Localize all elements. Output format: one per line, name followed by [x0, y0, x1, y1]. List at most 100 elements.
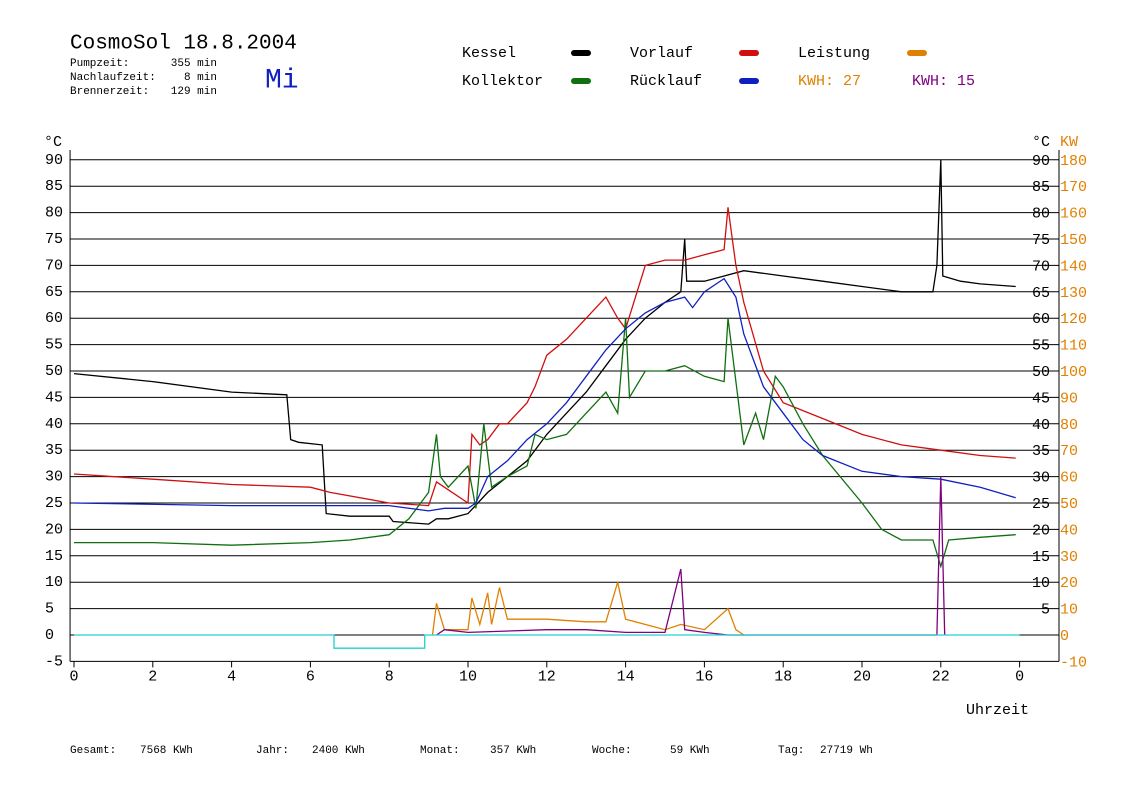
- x-tick-label: 8: [385, 668, 394, 685]
- legend-label: Vorlauf: [630, 45, 693, 62]
- y-right-tick-label: 25: [1032, 496, 1050, 513]
- y2-tick-label: 180: [1060, 153, 1087, 170]
- title: CosmoSol 18.8.2004: [70, 33, 297, 56]
- y2-tick-label: 170: [1060, 179, 1087, 196]
- y-right-tick-label: 60: [1032, 311, 1050, 328]
- y-axis-label: °C: [44, 134, 62, 151]
- y2-tick-label: 10: [1060, 602, 1078, 619]
- x-tick-label: 0: [69, 668, 78, 685]
- y2-tick-label: 60: [1060, 470, 1078, 487]
- series-line: [74, 318, 1016, 569]
- stat-value: 8 min: [184, 72, 217, 84]
- series-line: [73, 277, 1016, 512]
- legend-label: Kessel: [462, 45, 516, 62]
- y-tick-label: 30: [45, 469, 63, 486]
- series-line: [431, 582, 745, 636]
- legend-label: Leistung: [798, 45, 870, 62]
- footer-label: Gesamt:: [70, 745, 116, 757]
- x-tick-label: 4: [227, 668, 236, 685]
- footer-value: 7568 KWh: [140, 745, 193, 757]
- x-tick-label: 6: [306, 668, 315, 685]
- footer-label: Monat:: [420, 745, 460, 757]
- y-tick-label: 5: [45, 601, 54, 618]
- x-axis-label: Uhrzeit: [966, 702, 1029, 719]
- y2-tick-label: 140: [1060, 258, 1087, 275]
- y-tick-label: 35: [45, 442, 63, 459]
- y-tick-label: 80: [45, 205, 63, 222]
- x-tick-label: 16: [695, 668, 713, 685]
- series-line: [73, 159, 1016, 525]
- kwh-label: KWH: 15: [912, 73, 975, 90]
- y2-axis-label: KW: [1060, 134, 1078, 151]
- legend-label: Kollektor: [462, 73, 543, 90]
- y-right-tick-label: 90: [1032, 153, 1050, 170]
- footer-label: Jahr:: [256, 745, 289, 757]
- y2-tick-label: 130: [1060, 285, 1087, 302]
- footer-value: 357 KWh: [490, 745, 536, 757]
- y-right-tick-label: 40: [1032, 417, 1050, 434]
- y2-tick-label: 100: [1060, 364, 1087, 381]
- y-right-tick-label: 5: [1041, 602, 1050, 619]
- y-right-tick-label: 70: [1032, 258, 1050, 275]
- x-tick-label: 14: [617, 668, 635, 685]
- y2-tick-label: 70: [1060, 443, 1078, 460]
- y-tick-label: 50: [45, 363, 63, 380]
- y-right-tick-label: 15: [1032, 549, 1050, 566]
- y2-tick-label: 30: [1060, 549, 1078, 566]
- y-right-tick-label: 55: [1032, 338, 1050, 355]
- footer-value: 59 KWh: [670, 745, 710, 757]
- stat-label: Nachlaufzeit:: [70, 72, 156, 84]
- y2-tick-label: 0: [1060, 628, 1069, 645]
- y2-tick-label: 20: [1060, 575, 1078, 592]
- kwh-label: KWH: 27: [798, 73, 861, 90]
- x-tick-label: 12: [538, 668, 556, 685]
- y-right-tick-label: 75: [1032, 232, 1050, 249]
- y-tick-label: 45: [45, 389, 63, 406]
- y-tick-label: 55: [45, 337, 63, 354]
- y-tick-label: 90: [45, 152, 63, 169]
- x-tick-label: 18: [774, 668, 792, 685]
- y-tick-label: 65: [45, 284, 63, 301]
- y-axis-label-right: °C: [1032, 134, 1050, 151]
- y-tick-label: 75: [45, 231, 63, 248]
- y2-tick-label: 110: [1060, 338, 1087, 355]
- y2-tick-label: 120: [1060, 311, 1087, 328]
- y2-tick-label: 160: [1060, 206, 1087, 223]
- stat-value: 129 min: [171, 86, 217, 98]
- x-tick-label: 20: [853, 668, 871, 685]
- y2-tick-label: 40: [1060, 522, 1078, 539]
- footer-value: 2400 KWh: [312, 745, 365, 757]
- y-right-tick-label: 80: [1032, 206, 1050, 223]
- y2-tick-label: 50: [1060, 496, 1078, 513]
- y2-tick-label: -10: [1060, 654, 1087, 671]
- stat-label: Pumpzeit:: [70, 58, 129, 70]
- series-line: [74, 634, 1020, 649]
- y-right-tick-label: 45: [1032, 390, 1050, 407]
- legend-label: Rücklauf: [630, 73, 702, 90]
- y-tick-label: 0: [45, 627, 54, 644]
- series-line: [73, 207, 1016, 507]
- y-tick-label: 85: [45, 178, 63, 195]
- y-right-tick-label: 50: [1032, 364, 1050, 381]
- footer-value: 27719 Wh: [820, 745, 873, 757]
- y-right-tick-label: 35: [1032, 443, 1050, 460]
- day: Mi: [265, 65, 299, 96]
- footer-label: Tag:: [778, 745, 804, 757]
- y2-tick-label: 150: [1060, 232, 1087, 249]
- stat-label: Brennerzeit:: [70, 86, 149, 98]
- y-tick-label: 15: [45, 548, 63, 565]
- stat-value: 355 min: [171, 58, 217, 70]
- y-right-tick-label: 10: [1032, 575, 1050, 592]
- x-tick-label: 22: [932, 668, 950, 685]
- y-tick-label: 20: [45, 521, 63, 538]
- y-right-tick-label: 65: [1032, 285, 1050, 302]
- y-right-tick-label: 85: [1032, 179, 1050, 196]
- x-tick-label: 10: [459, 668, 477, 685]
- y2-tick-label: 80: [1060, 417, 1078, 434]
- y-right-tick-label: 20: [1032, 522, 1050, 539]
- x-tick-label: 2: [148, 668, 157, 685]
- y-tick-label: 10: [45, 574, 63, 591]
- y-tick-label: 60: [45, 310, 63, 327]
- y-tick-label: 25: [45, 495, 63, 512]
